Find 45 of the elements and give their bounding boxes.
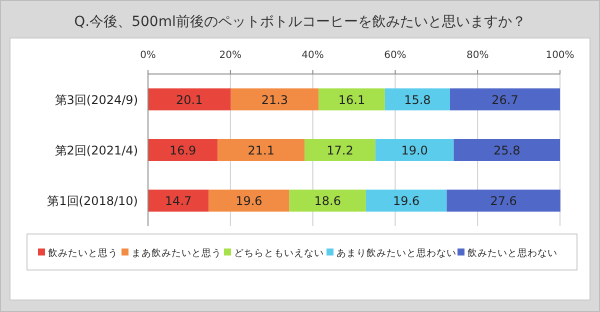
bar bbox=[366, 190, 447, 212]
data-label: 17.2 bbox=[326, 144, 354, 158]
data-label: 16.1 bbox=[338, 92, 366, 107]
x-tick-label: 100% bbox=[546, 50, 574, 61]
data-label: 16.9 bbox=[169, 144, 196, 158]
x-tick-label: 60% bbox=[384, 50, 406, 61]
legend-label: 飲みたいと思わない bbox=[468, 248, 558, 259]
bar bbox=[148, 139, 218, 161]
legend-label: まあ飲みたいと思う bbox=[132, 248, 222, 259]
x-tick-label: 20% bbox=[219, 50, 242, 61]
data-label: 19.6 bbox=[236, 194, 262, 208]
bar bbox=[454, 139, 560, 161]
x-tick-label: 0% bbox=[140, 50, 156, 61]
data-label: 25.8 bbox=[493, 144, 520, 158]
bar bbox=[450, 88, 560, 110]
bar bbox=[318, 88, 385, 110]
bar bbox=[148, 190, 209, 212]
data-label: 21.3 bbox=[261, 92, 288, 107]
data-label: 14.7 bbox=[164, 194, 192, 208]
bar bbox=[289, 190, 366, 212]
bar bbox=[148, 88, 231, 110]
bar bbox=[304, 139, 376, 161]
bar bbox=[446, 190, 560, 212]
legend-label: 飲みたいと思う bbox=[48, 248, 118, 259]
data-label: 19.6 bbox=[392, 194, 420, 208]
bar bbox=[375, 139, 454, 161]
data-label: 21.1 bbox=[248, 144, 274, 158]
legend-label: あまり飲みたいと思わない bbox=[336, 248, 456, 259]
x-tick-label: 80% bbox=[466, 50, 489, 61]
bar bbox=[384, 88, 450, 110]
data-label: 18.6 bbox=[314, 194, 341, 208]
y-tick-label: 第3回(2024/9) bbox=[54, 92, 138, 107]
data-label: 20.1 bbox=[176, 92, 203, 107]
data-label: 26.7 bbox=[492, 92, 518, 107]
x-tick-label: 40% bbox=[302, 50, 324, 61]
bar bbox=[218, 139, 305, 161]
legend-label: どちらともいえない bbox=[234, 248, 324, 259]
bar bbox=[230, 88, 319, 110]
data-label: 19.0 bbox=[401, 144, 428, 158]
data-label: 27.6 bbox=[490, 194, 517, 208]
data-label: 15.8 bbox=[404, 92, 431, 107]
bar bbox=[208, 190, 290, 212]
chart-title: Q.今後、500ml前後のペットボトルコーヒーを飲みたいと思いますか？ bbox=[74, 14, 526, 30]
y-tick-label: 第2回(2021/4) bbox=[54, 144, 138, 158]
y-tick-label: 第1回(2018/10) bbox=[47, 194, 138, 208]
